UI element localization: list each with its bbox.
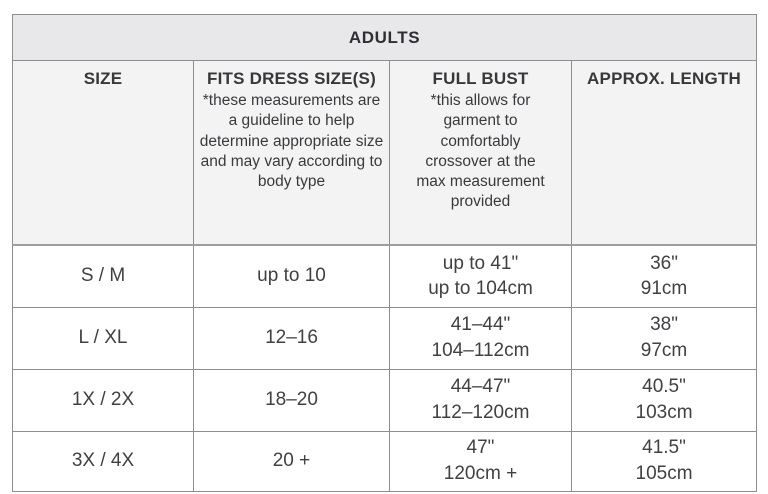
full-bust-cm: 120cm + <box>443 463 518 484</box>
table-title: ADULTS <box>11 14 758 61</box>
column-header-dress-size: FITS DRESS SIZE(S) *these measurements a… <box>193 60 390 246</box>
approx-length-cm: 91cm <box>640 278 688 300</box>
column-header-dress-size-note: *these measurements are a guideline to h… <box>199 92 384 190</box>
column-header-full-bust-label: FULL BUST <box>432 69 529 88</box>
approx-length-cm: 105cm <box>635 463 693 484</box>
approx-length-cell: 36" 91cm <box>570 244 758 308</box>
dress-size-cell: 20 + <box>193 430 390 492</box>
full-bust-cell: up to 41" up to 104cm <box>389 244 572 308</box>
approx-length-inches: 40.5" <box>642 376 686 398</box>
full-bust-cell: 41–44" 104–112cm <box>389 306 572 370</box>
dress-size-cell: 18–20 <box>193 368 390 432</box>
full-bust-cm: up to 104cm <box>428 278 533 300</box>
size-cell: S / M <box>12 244 194 308</box>
approx-length-inches: 36" <box>650 252 678 274</box>
table-row-3x-4x: 3X / 4X 20 + 47" 120cm + 41.5" 105cm <box>12 430 758 492</box>
approx-length-cm: 103cm <box>635 402 693 423</box>
full-bust-inches: 44–47" <box>450 376 511 398</box>
column-header-full-bust-note: *this allows for garment to comfortably … <box>416 92 545 210</box>
approx-length-inches: 41.5" <box>642 437 686 459</box>
size-cell: 3X / 4X <box>12 430 194 492</box>
adults-size-chart-table: ADULTS SIZE FITS DRESS SIZE(S) *these me… <box>11 14 758 492</box>
column-header-full-bust: FULL BUST *this allows for garment to co… <box>389 60 572 246</box>
size-cell: L / XL <box>12 306 194 370</box>
full-bust-cm: 112–120cm <box>431 402 530 423</box>
column-header-approx-length: APPROX. LENGTH <box>570 60 758 246</box>
column-header-row: SIZE FITS DRESS SIZE(S) *these measureme… <box>12 60 758 246</box>
full-bust-cm: 104–112cm <box>431 340 530 361</box>
approx-length-cell: 38" 97cm <box>570 306 758 370</box>
full-bust-cell: 47" 120cm + <box>389 430 572 492</box>
approx-length-cell: 40.5" 103cm <box>570 368 758 432</box>
approx-length-cell: 41.5" 105cm <box>570 430 758 492</box>
table-row-1x-2x: 1X / 2X 18–20 44–47" 112–120cm 40.5" 103… <box>12 368 758 432</box>
table-row-s-m: S / M up to 10 up to 41" up to 104cm 36"… <box>12 244 758 308</box>
approx-length-cm: 97cm <box>640 340 688 361</box>
dress-size-cell: up to 10 <box>193 244 390 308</box>
size-cell: 1X / 2X <box>12 368 194 432</box>
column-header-size-label: SIZE <box>83 69 123 88</box>
full-bust-inches: 47" <box>466 437 495 459</box>
full-bust-cell: 44–47" 112–120cm <box>389 368 572 432</box>
column-header-approx-length-label: APPROX. LENGTH <box>587 69 741 88</box>
full-bust-inches: 41–44" <box>450 314 511 336</box>
dress-size-cell: 12–16 <box>193 306 390 370</box>
table-title-row: ADULTS <box>11 14 758 61</box>
table-row-l-xl: L / XL 12–16 41–44" 104–112cm 38" 97cm <box>12 306 758 370</box>
column-header-dress-size-label: FITS DRESS SIZE(S) <box>207 69 376 88</box>
column-header-size: SIZE <box>12 60 194 246</box>
approx-length-inches: 38" <box>650 314 678 336</box>
full-bust-inches: up to 41" <box>442 252 519 274</box>
